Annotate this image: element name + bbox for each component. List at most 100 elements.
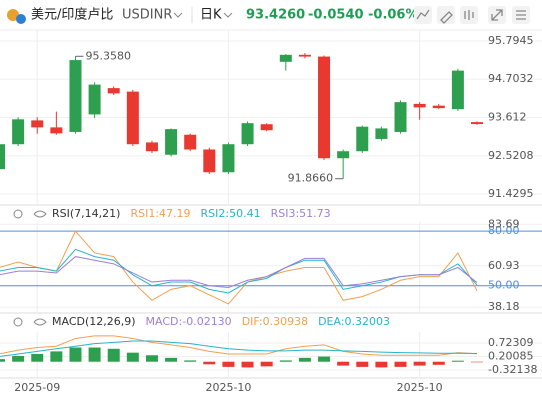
eye-icon[interactable] <box>33 210 47 218</box>
flag-icon <box>7 9 19 21</box>
candle-body <box>145 142 158 152</box>
dropdown-icon[interactable] <box>173 12 183 18</box>
legend-entry: DIF:0.30938 <box>242 315 308 328</box>
candle-body <box>50 127 63 134</box>
indicator-title: RSI(7,14,21) <box>52 207 120 220</box>
indicator-title: MACD(12,26,9) <box>52 315 136 328</box>
flag-icon <box>16 14 26 24</box>
x-tick-label: 2025-10 <box>397 381 443 394</box>
annotation: 95.3580 <box>85 49 131 62</box>
histogram-bar <box>241 361 254 368</box>
legend-entry: RSI2:50.41 <box>201 207 261 220</box>
candle-body <box>318 56 331 159</box>
change: -0.0540 <box>308 8 364 23</box>
legend-entry: DEA:0.32003 <box>318 315 390 328</box>
candle-body <box>471 122 483 125</box>
candle-body <box>222 144 235 173</box>
histogram-bar <box>337 361 350 366</box>
y-tick-label: 95.7945 <box>488 34 534 47</box>
histogram-bar <box>31 353 44 362</box>
series-line <box>0 256 478 289</box>
histogram-bar <box>394 361 407 367</box>
y-tick-label: 0.20085 <box>488 350 534 363</box>
histogram-bar <box>107 348 120 362</box>
histogram-bar <box>165 357 178 362</box>
y-tick-label: -0.32138 <box>488 363 537 376</box>
y-tick-label: 38.18 <box>488 300 520 313</box>
series-line <box>0 340 478 357</box>
y-tick-label: 80.00 <box>488 224 520 237</box>
histogram-bar <box>222 361 235 367</box>
candle-body <box>69 60 82 132</box>
candle-body <box>394 102 407 132</box>
candle-body <box>107 88 120 94</box>
histogram-bar <box>375 361 388 368</box>
draw-icon <box>440 11 453 24</box>
histogram-bar <box>203 361 216 365</box>
candle-body <box>12 119 25 145</box>
candle-body <box>203 149 216 173</box>
histogram-bar <box>318 356 331 362</box>
histogram-bar <box>451 360 464 362</box>
candle-body <box>126 91 139 145</box>
histogram-bar <box>69 347 82 362</box>
indicator-icon <box>416 9 430 20</box>
menu-icon <box>516 10 526 20</box>
histogram-bar <box>184 360 197 362</box>
histogram-bar <box>298 357 311 362</box>
candle-body <box>165 129 178 155</box>
expand-icon <box>491 9 503 21</box>
y-tick-label: 83.69 <box>488 217 520 230</box>
y-tick-label: 92.5208 <box>488 149 534 162</box>
change-pct: -0.06% <box>368 8 419 23</box>
histogram-bar <box>279 360 292 362</box>
histogram-bar <box>12 356 25 362</box>
histogram-bar <box>413 361 426 366</box>
legend-entry: RSI3:51.73 <box>271 207 331 220</box>
candle-body <box>260 124 273 131</box>
annotation: 91.8660 <box>288 172 334 185</box>
x-tick-label: 2025-09 <box>14 381 60 394</box>
y-tick-label: 91.4295 <box>488 187 534 200</box>
y-tick-label: 60.93 <box>488 259 520 272</box>
histogram-bar <box>126 352 139 362</box>
eye-icon[interactable] <box>33 318 47 326</box>
candle-body <box>241 123 254 145</box>
symbol: 美元/印度卢比 <box>31 7 113 23</box>
y-tick-label: 50.00 <box>488 279 520 292</box>
candle-body <box>375 128 388 139</box>
candle-body <box>298 54 311 57</box>
histogram-bar <box>260 361 273 367</box>
histogram-bar <box>0 359 5 362</box>
candle-body <box>31 120 44 128</box>
candle-body <box>88 84 101 115</box>
code: USDINR <box>122 8 172 23</box>
candle-body <box>451 70 464 110</box>
candle-body <box>0 144 5 170</box>
histogram-bar <box>88 347 101 362</box>
dropdown-icon[interactable] <box>223 12 233 18</box>
series-line <box>0 335 478 356</box>
legend-entry: MACD:-0.02130 <box>146 315 232 328</box>
histogram-bar <box>50 351 63 362</box>
candle-icon <box>464 10 474 20</box>
y-tick-label: 94.7032 <box>488 72 534 85</box>
histogram-bar <box>145 355 158 362</box>
histogram-bar <box>356 361 369 367</box>
period[interactable]: 日K <box>200 8 222 23</box>
series-line <box>0 230 478 305</box>
price: 93.4260 <box>246 8 305 23</box>
candle-body <box>413 103 426 108</box>
legend-entry: RSI1:47.19 <box>130 207 190 220</box>
histogram-bar <box>471 361 483 363</box>
histogram-bar <box>432 361 445 365</box>
candle-body <box>279 54 292 62</box>
y-tick-label: 93.612 <box>488 111 527 124</box>
settings-icon[interactable] <box>13 209 23 219</box>
y-tick-label: 0.72309 <box>488 336 534 349</box>
settings-icon[interactable] <box>13 317 23 327</box>
x-tick-label: 2025-10 <box>205 381 251 394</box>
candle-body <box>432 105 445 109</box>
